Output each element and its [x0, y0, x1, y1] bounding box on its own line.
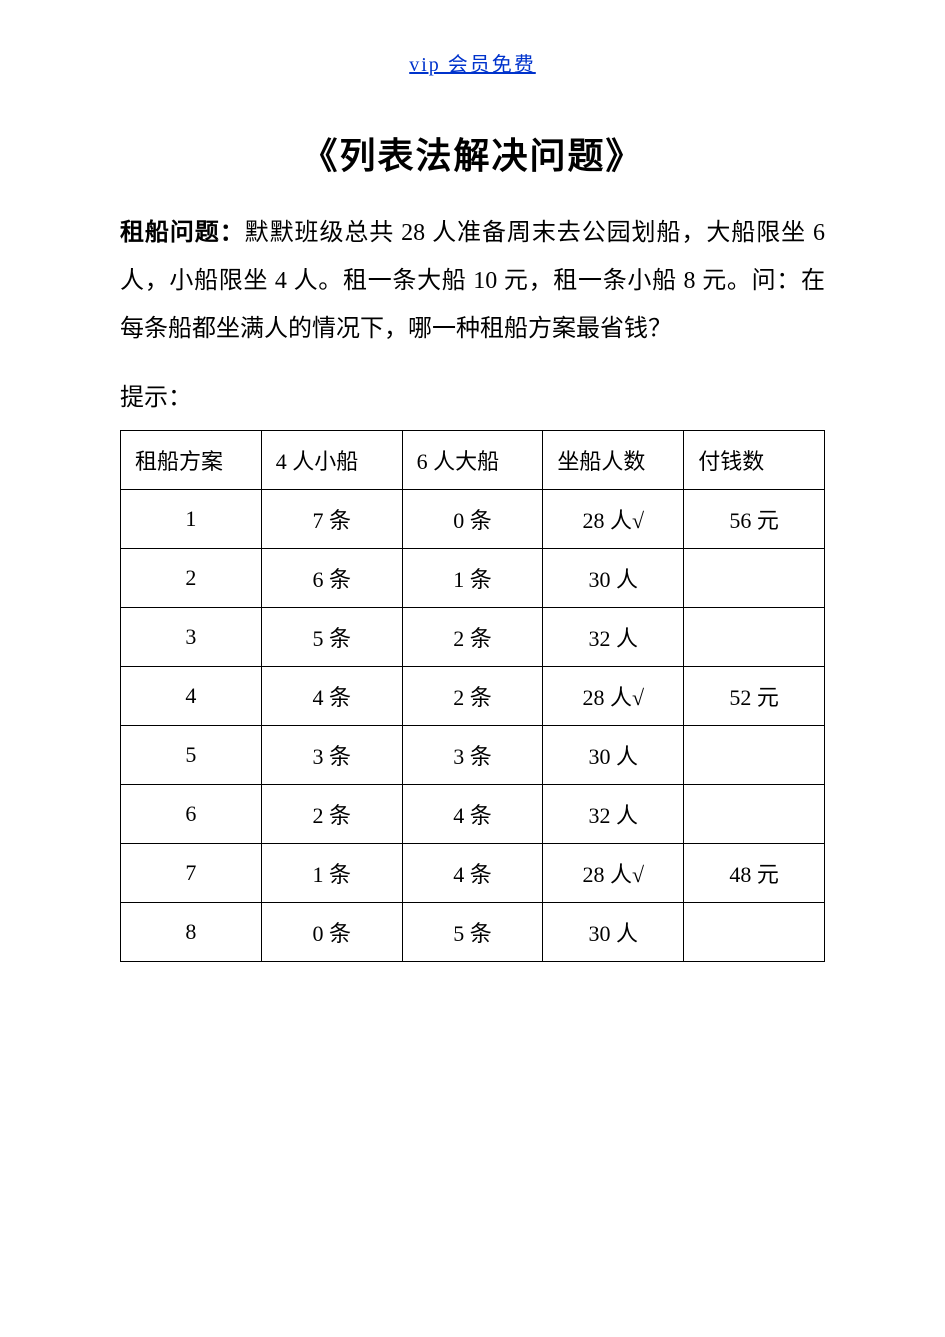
cell-people: 30 人 [543, 549, 684, 608]
cell-people: 28 人√ [543, 490, 684, 549]
cell-small: 7 条 [261, 490, 402, 549]
cell-plan: 5 [121, 726, 262, 785]
problem-paragraph: 租船问题：默默班级总共 28 人准备周末去公园划船，大船限坐 6 人，小船限坐 … [120, 209, 825, 353]
cell-big: 2 条 [402, 608, 543, 667]
table-row: 6 2 条 4 条 32 人 [121, 785, 825, 844]
cell-big: 1 条 [402, 549, 543, 608]
cell-plan: 8 [121, 903, 262, 962]
cell-plan: 1 [121, 490, 262, 549]
cell-big: 3 条 [402, 726, 543, 785]
cell-cost [684, 608, 825, 667]
cell-cost [684, 549, 825, 608]
cell-people: 30 人 [543, 726, 684, 785]
cell-big: 4 条 [402, 785, 543, 844]
cell-plan: 2 [121, 549, 262, 608]
table-row: 3 5 条 2 条 32 人 [121, 608, 825, 667]
table-row: 8 0 条 5 条 30 人 [121, 903, 825, 962]
cell-small: 2 条 [261, 785, 402, 844]
cell-people: 32 人 [543, 608, 684, 667]
cell-plan: 6 [121, 785, 262, 844]
col-cost: 付钱数 [684, 431, 825, 490]
solution-table: 租船方案 4 人小船 6 人大船 坐船人数 付钱数 1 7 条 0 条 28 人… [120, 430, 825, 962]
cell-small: 0 条 [261, 903, 402, 962]
cell-small: 5 条 [261, 608, 402, 667]
cell-cost: 56 元 [684, 490, 825, 549]
document-title: 《列表法解决问题》 [120, 127, 825, 179]
table-row: 4 4 条 2 条 28 人√ 52 元 [121, 667, 825, 726]
cell-people: 28 人√ [543, 844, 684, 903]
cell-small: 3 条 [261, 726, 402, 785]
col-plan: 租船方案 [121, 431, 262, 490]
cell-cost [684, 726, 825, 785]
col-people: 坐船人数 [543, 431, 684, 490]
header-link-container: vip 会员免费 [120, 48, 825, 77]
cell-cost [684, 785, 825, 844]
cell-cost [684, 903, 825, 962]
hint-label: 提示： [120, 377, 825, 412]
cell-people: 28 人√ [543, 667, 684, 726]
table-row: 2 6 条 1 条 30 人 [121, 549, 825, 608]
cell-cost: 52 元 [684, 667, 825, 726]
col-big-boat: 6 人大船 [402, 431, 543, 490]
cell-small: 6 条 [261, 549, 402, 608]
cell-cost: 48 元 [684, 844, 825, 903]
cell-plan: 3 [121, 608, 262, 667]
table-row: 1 7 条 0 条 28 人√ 56 元 [121, 490, 825, 549]
cell-big: 0 条 [402, 490, 543, 549]
table-row: 5 3 条 3 条 30 人 [121, 726, 825, 785]
cell-big: 4 条 [402, 844, 543, 903]
col-small-boat: 4 人小船 [261, 431, 402, 490]
cell-plan: 4 [121, 667, 262, 726]
vip-link[interactable]: vip 会员免费 [409, 54, 536, 76]
document-page: vip 会员免费 《列表法解决问题》 租船问题：默默班级总共 28 人准备周末去… [0, 0, 945, 1022]
table-header-row: 租船方案 4 人小船 6 人大船 坐船人数 付钱数 [121, 431, 825, 490]
cell-big: 2 条 [402, 667, 543, 726]
problem-label: 租船问题： [120, 219, 245, 246]
cell-plan: 7 [121, 844, 262, 903]
cell-people: 32 人 [543, 785, 684, 844]
cell-small: 4 条 [261, 667, 402, 726]
cell-big: 5 条 [402, 903, 543, 962]
cell-small: 1 条 [261, 844, 402, 903]
cell-people: 30 人 [543, 903, 684, 962]
table-row: 7 1 条 4 条 28 人√ 48 元 [121, 844, 825, 903]
